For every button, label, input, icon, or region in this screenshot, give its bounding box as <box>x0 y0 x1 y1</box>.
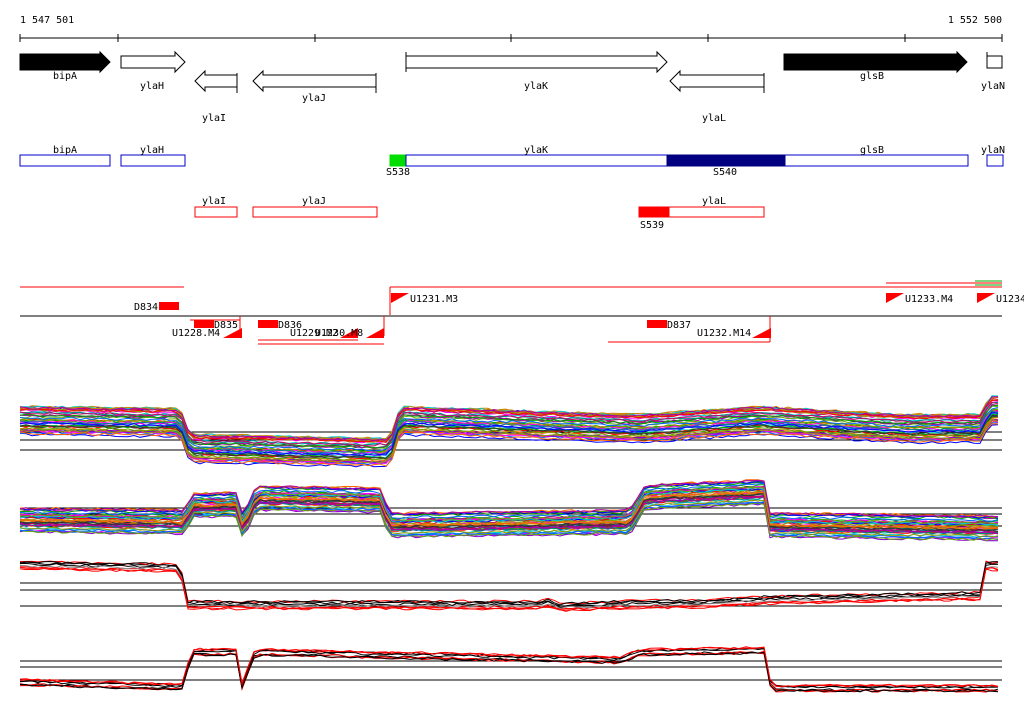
marker-u1232-icon[interactable] <box>752 328 771 338</box>
segment-s539[interactable] <box>638 206 670 218</box>
expression-trace <box>19 416 999 461</box>
gene-label-ylal: ylaL <box>702 113 726 124</box>
expression-trace <box>19 496 999 535</box>
marker-label-u1228: U1228.M4 <box>172 328 220 339</box>
segment-label-ylal: ylaL <box>702 196 726 207</box>
transcript-track: D834 D835 D836 D837 U1228.M4 U1229.M2 U1… <box>20 280 1024 345</box>
gene-label-ylai: ylaI <box>202 113 226 124</box>
segment-ylal[interactable] <box>668 206 765 218</box>
gene-arrow-ylan[interactable] <box>986 52 1003 69</box>
segment-ylan[interactable] <box>986 154 1004 167</box>
expression-trace <box>19 479 999 518</box>
segment-label-s539: S539 <box>640 220 664 231</box>
expression-trace <box>19 401 999 447</box>
expression-trace <box>19 561 999 607</box>
segment-label-ylai: ylaI <box>202 196 226 207</box>
marker-label-d836: D836 <box>278 320 302 331</box>
expression-trace <box>19 491 999 530</box>
ruler-start-label: 1 547 501 <box>20 15 74 26</box>
marker-label-u1229: U1229.M2 <box>290 328 338 339</box>
expression-panel-2 <box>19 479 1002 542</box>
expression-trace <box>19 646 999 688</box>
gene-label-glsb: glsB <box>860 71 884 82</box>
expression-trace <box>19 499 999 538</box>
gene-track: bipA ylaH ylaI ylaJ ylaK ylaL glsB ylaN <box>19 50 1005 124</box>
marker-u1230-icon[interactable] <box>366 328 384 338</box>
segment-s540[interactable] <box>666 154 786 167</box>
gene-label-ylah: ylaH <box>140 81 164 92</box>
segment-ylai[interactable] <box>194 206 238 218</box>
expression-trace <box>19 651 999 693</box>
expression-trace <box>19 498 999 538</box>
expression-trace <box>19 502 999 541</box>
marker-d837[interactable] <box>647 320 667 328</box>
segment-label-s540: S540 <box>713 167 737 178</box>
segment-ylah[interactable] <box>120 154 186 167</box>
expression-trace <box>19 423 999 467</box>
segment-label-s538: S538 <box>386 167 410 178</box>
gene-label-ylaj: ylaJ <box>302 93 326 104</box>
gene-arrow-bipa[interactable] <box>19 50 111 74</box>
coordinate-ruler: 1 547 501 1 552 500 <box>19 15 1003 42</box>
gene-label-ylan: ylaN <box>981 81 1005 92</box>
marker-d834[interactable] <box>159 302 179 310</box>
marker-u1231-icon[interactable] <box>391 293 409 303</box>
marker-label-d835: D835 <box>214 320 238 331</box>
expression-trace <box>19 419 999 464</box>
segment-label-ylah: ylaH <box>140 145 164 156</box>
segment-s538[interactable] <box>389 154 407 167</box>
gene-arrow-ylak[interactable] <box>405 50 668 74</box>
expression-panel-1 <box>19 395 1002 468</box>
expression-panel-4 <box>19 646 1002 693</box>
gene-arrow-glsb[interactable] <box>783 50 968 74</box>
expression-trace <box>19 491 999 530</box>
expression-trace <box>19 407 999 452</box>
gene-arrow-ylal[interactable] <box>669 69 765 93</box>
segment-ylaj[interactable] <box>252 206 378 218</box>
reverse-segment-track: ylaI ylaJ ylaL S539 <box>194 196 765 231</box>
marker-u1234-icon[interactable] <box>977 293 995 303</box>
ruler-end-label: 1 552 500 <box>948 15 1002 26</box>
gene-arrow-ylai[interactable] <box>194 69 238 93</box>
gene-label-ylak: ylaK <box>524 81 548 92</box>
marker-label-u1230: U1230.M8 <box>315 328 363 339</box>
segment-label-ylak: ylaK <box>524 145 548 156</box>
expression-trace <box>19 396 998 442</box>
gene-arrow-ylaj[interactable] <box>252 69 377 93</box>
marker-u1228-icon[interactable] <box>223 328 242 338</box>
segment-track: bipA ylaH S538 ylaK S540 glsB ylaN <box>19 145 1005 178</box>
expression-trace <box>19 566 999 610</box>
expression-trace <box>19 647 999 689</box>
marker-label-u1232: U1232.M14 <box>697 328 751 339</box>
segment-label-ylaj: ylaJ <box>302 196 326 207</box>
marker-label-u1231: U1231.M3 <box>410 294 458 305</box>
expression-trace <box>19 560 999 606</box>
expression-trace <box>19 496 999 535</box>
expression-trace <box>19 410 999 456</box>
segment-label-ylan: ylaN <box>981 145 1005 156</box>
expression-panel-3 <box>19 560 1002 612</box>
gene-label-bipa: bipA <box>53 71 77 82</box>
marker-u1233-icon[interactable] <box>886 293 904 303</box>
marker-d835[interactable] <box>194 320 214 328</box>
segment-label-glsb: glsB <box>860 145 884 156</box>
marker-d836[interactable] <box>258 320 278 328</box>
marker-label-u1233: U1233.M4 <box>905 294 953 305</box>
segment-bipa[interactable] <box>19 154 111 167</box>
marker-label-d837: D837 <box>667 320 691 331</box>
marker-label-d834: D834 <box>134 302 158 313</box>
expression-trace <box>19 411 999 457</box>
expression-trace <box>19 566 999 611</box>
expression-trace <box>19 404 999 449</box>
segment-label-bipa: bipA <box>53 145 77 156</box>
expression-trace <box>19 482 999 522</box>
expression-trace <box>20 647 999 689</box>
expression-trace <box>19 564 999 610</box>
expression-trace <box>19 415 999 459</box>
expression-trace <box>19 486 999 525</box>
marker-u1229-icon[interactable] <box>340 328 358 338</box>
marker-label-u1234: U1234 <box>996 294 1024 305</box>
gene-arrow-ylah[interactable] <box>120 50 186 74</box>
